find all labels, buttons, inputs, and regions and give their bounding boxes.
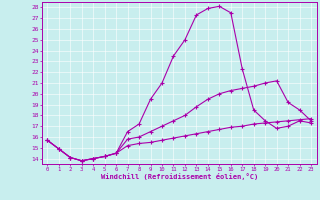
X-axis label: Windchill (Refroidissement éolien,°C): Windchill (Refroidissement éolien,°C) [100, 173, 258, 180]
